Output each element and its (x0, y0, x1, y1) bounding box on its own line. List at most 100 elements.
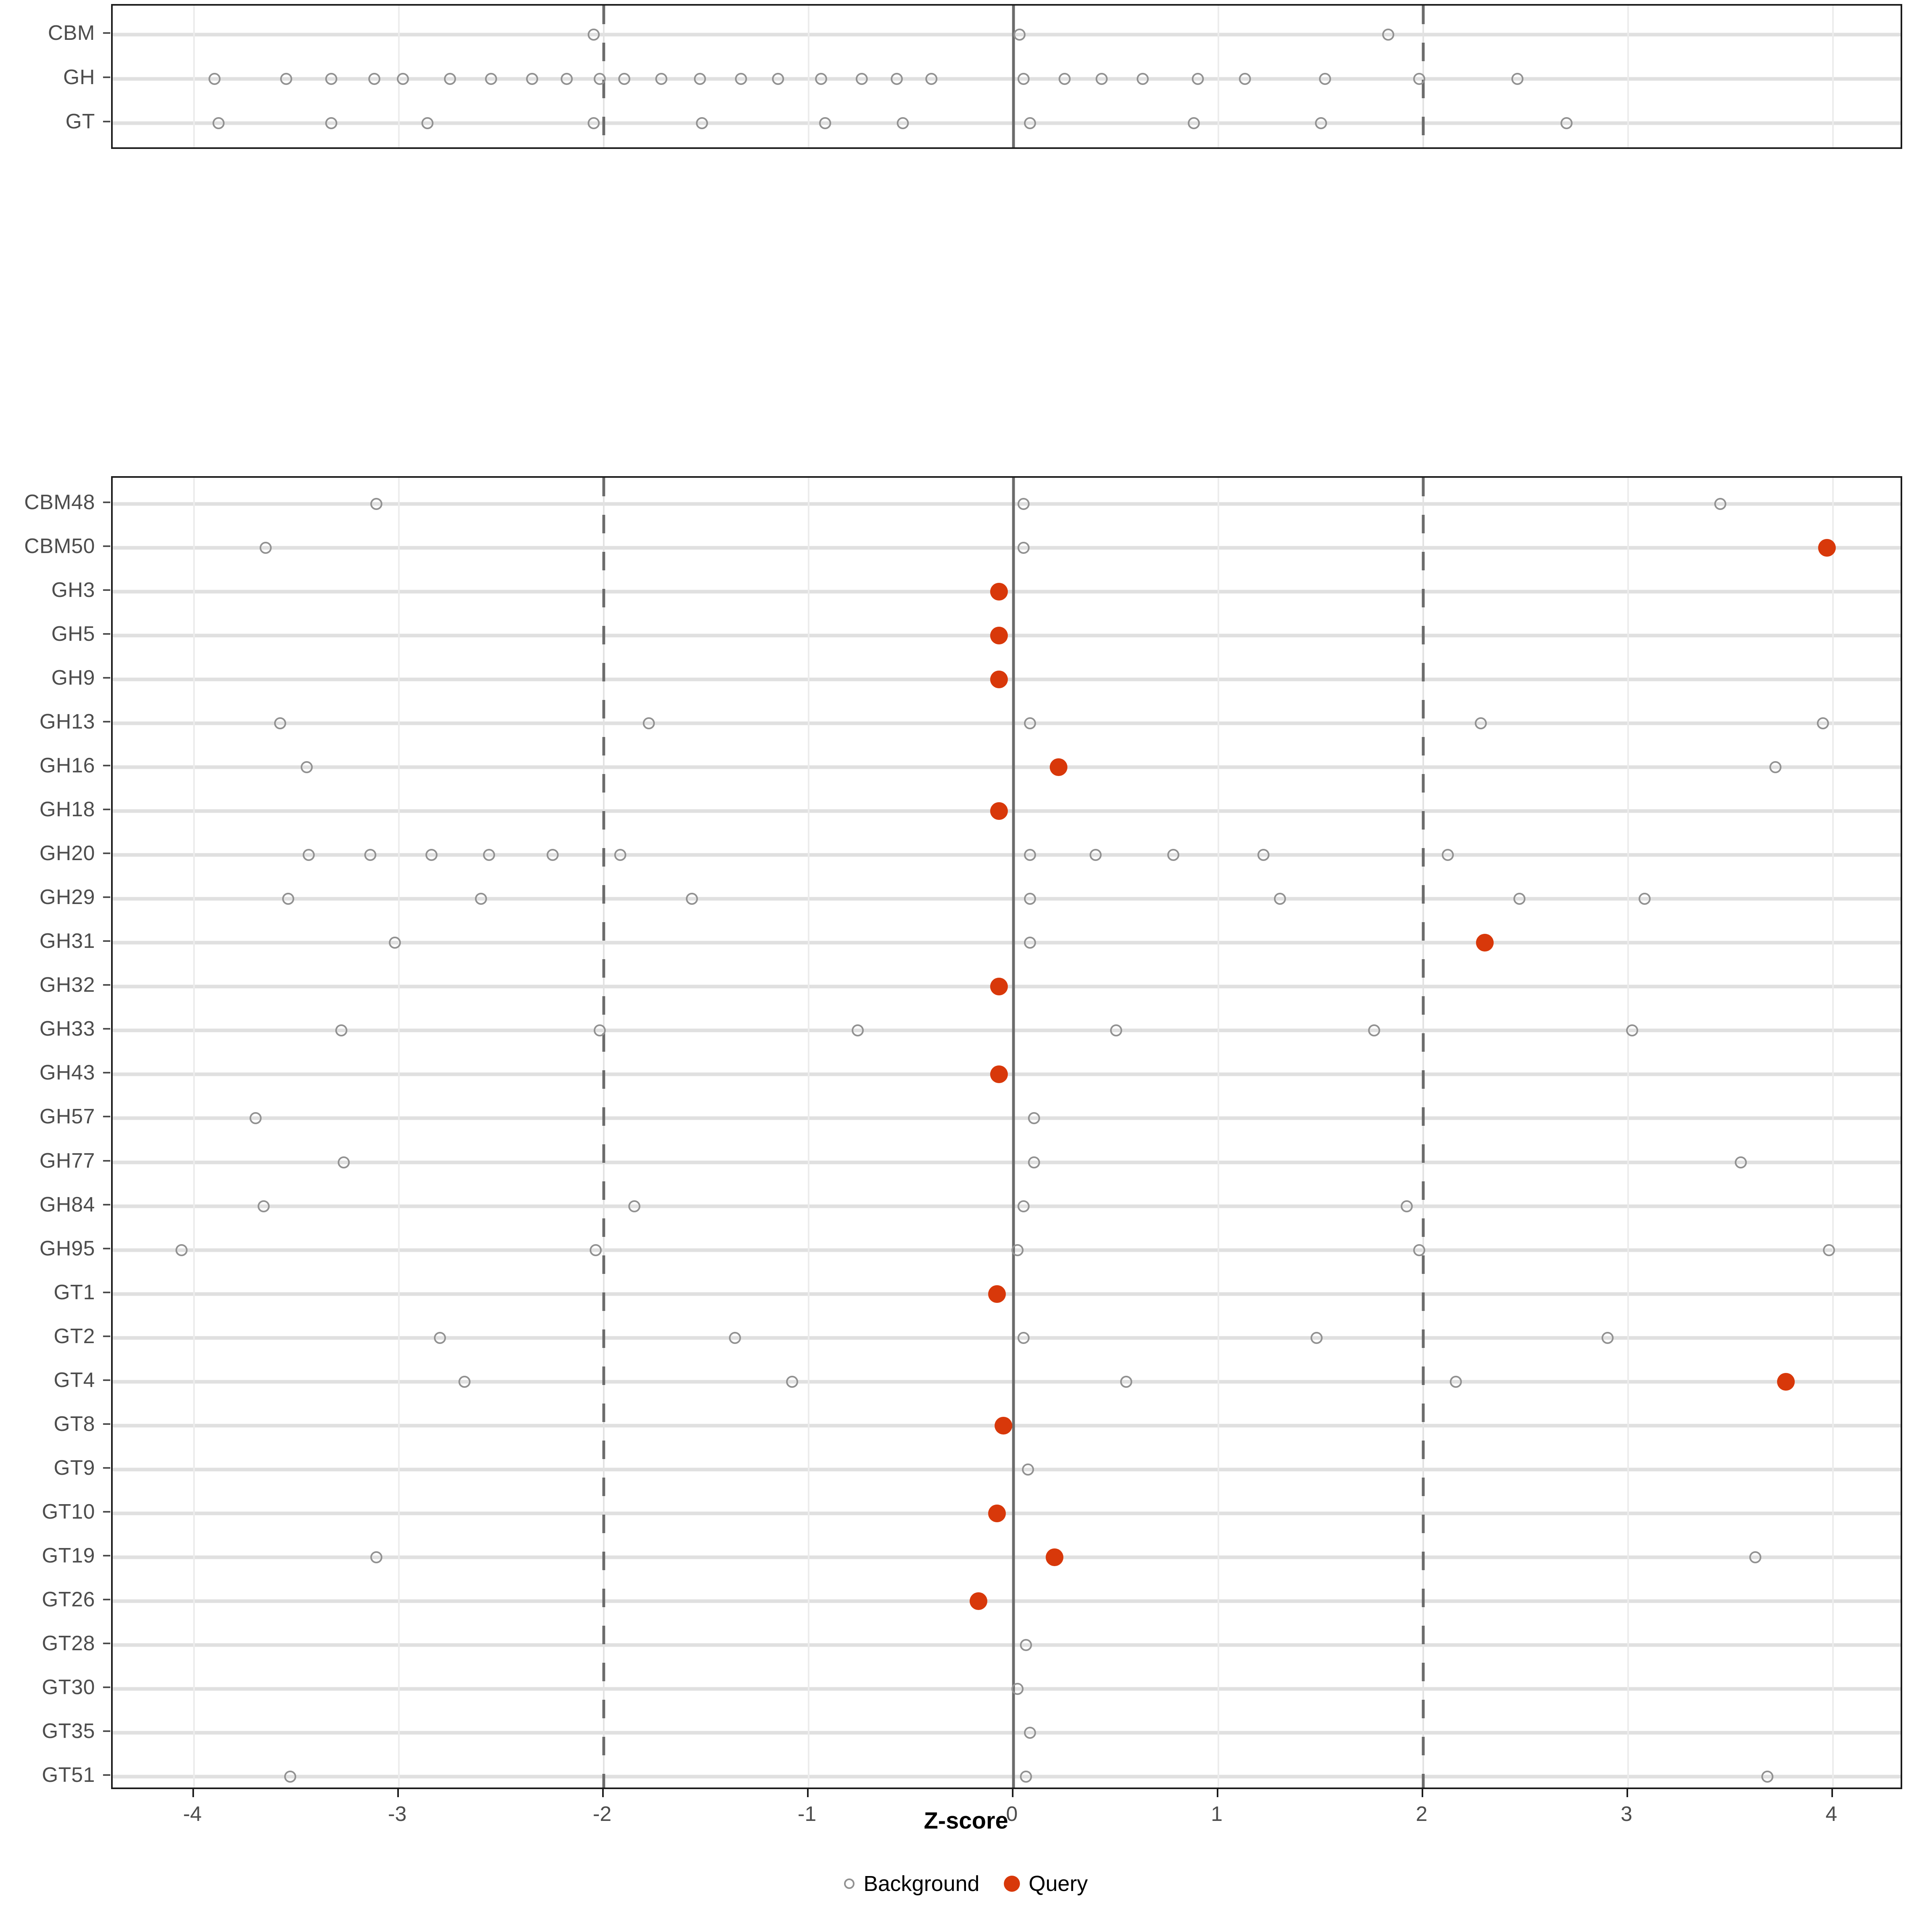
background-point[interactable] (1187, 117, 1200, 129)
legend-item-background[interactable]: Background (844, 1871, 980, 1896)
background-point[interactable] (397, 73, 409, 85)
query-point[interactable] (990, 671, 1008, 689)
query-point[interactable] (1045, 1548, 1063, 1566)
background-point[interactable] (897, 117, 909, 129)
background-point[interactable] (260, 542, 272, 554)
background-point[interactable] (890, 73, 903, 85)
query-point[interactable] (1818, 539, 1836, 557)
query-point[interactable] (970, 1592, 988, 1610)
background-point[interactable] (1018, 73, 1030, 85)
background-point[interactable] (1022, 1463, 1034, 1476)
background-point[interactable] (1059, 73, 1071, 85)
background-point[interactable] (1413, 1244, 1425, 1256)
background-point[interactable] (1769, 761, 1782, 774)
background-point[interactable] (368, 73, 380, 85)
background-point[interactable] (280, 73, 293, 85)
background-point[interactable] (618, 73, 630, 85)
background-point[interactable] (1028, 1112, 1040, 1125)
background-point[interactable] (1018, 1331, 1030, 1344)
background-point[interactable] (925, 73, 938, 85)
background-point[interactable] (1413, 73, 1425, 85)
background-point[interactable] (325, 117, 338, 129)
background-point[interactable] (1714, 498, 1727, 510)
background-point[interactable] (284, 1771, 297, 1783)
background-point[interactable] (1638, 893, 1651, 905)
background-point[interactable] (421, 117, 434, 129)
query-point[interactable] (990, 978, 1008, 996)
background-point[interactable] (1028, 1156, 1040, 1168)
background-point[interactable] (685, 893, 698, 905)
background-point[interactable] (1024, 117, 1036, 129)
background-point[interactable] (1560, 117, 1573, 129)
background-point[interactable] (1089, 849, 1102, 861)
query-point[interactable] (990, 802, 1008, 820)
background-point[interactable] (208, 73, 221, 85)
background-point[interactable] (1136, 73, 1149, 85)
background-point[interactable] (175, 1244, 188, 1256)
background-point[interactable] (546, 849, 559, 861)
background-point[interactable] (852, 1024, 864, 1037)
background-point[interactable] (1095, 73, 1108, 85)
background-point[interactable] (1013, 29, 1026, 41)
background-point[interactable] (1749, 1551, 1761, 1563)
query-point[interactable] (988, 1504, 1006, 1522)
background-point[interactable] (642, 717, 655, 730)
background-point[interactable] (1120, 1375, 1132, 1388)
background-point[interactable] (1274, 893, 1286, 905)
background-point[interactable] (1401, 1200, 1413, 1212)
background-point[interactable] (1734, 1156, 1747, 1168)
legend-item-query[interactable]: Query (1003, 1871, 1088, 1896)
query-point[interactable] (990, 1065, 1008, 1084)
background-point[interactable] (475, 893, 487, 905)
background-point[interactable] (1823, 1244, 1835, 1256)
background-point[interactable] (300, 761, 313, 774)
query-point[interactable] (990, 583, 1008, 601)
background-point[interactable] (1626, 1024, 1639, 1037)
background-point[interactable] (1602, 1331, 1614, 1344)
query-point[interactable] (1049, 758, 1067, 776)
background-point[interactable] (1020, 1639, 1032, 1651)
background-point[interactable] (274, 717, 286, 730)
background-point[interactable] (786, 1375, 799, 1388)
background-point[interactable] (1513, 893, 1526, 905)
background-point[interactable] (589, 1244, 602, 1256)
background-point[interactable] (282, 893, 295, 905)
background-point[interactable] (444, 73, 456, 85)
background-point[interactable] (1442, 849, 1454, 861)
background-point[interactable] (1816, 717, 1829, 730)
background-point[interactable] (694, 73, 706, 85)
background-point[interactable] (1192, 73, 1204, 85)
background-point[interactable] (815, 73, 827, 85)
background-point[interactable] (335, 1024, 348, 1037)
background-point[interactable] (1024, 1726, 1036, 1739)
query-point[interactable] (990, 627, 1008, 645)
background-point[interactable] (614, 849, 626, 861)
background-point[interactable] (325, 73, 338, 85)
background-point[interactable] (1018, 1200, 1030, 1212)
background-point[interactable] (1024, 937, 1036, 949)
background-point[interactable] (1024, 717, 1036, 730)
background-point[interactable] (587, 117, 600, 129)
background-point[interactable] (587, 29, 600, 41)
background-point[interactable] (735, 73, 747, 85)
background-point[interactable] (1511, 73, 1524, 85)
background-point[interactable] (1024, 849, 1036, 861)
background-point[interactable] (433, 1331, 446, 1344)
background-point[interactable] (1239, 73, 1251, 85)
background-point[interactable] (364, 849, 376, 861)
background-point[interactable] (1311, 1331, 1323, 1344)
query-point[interactable] (994, 1416, 1012, 1435)
background-point[interactable] (249, 1112, 262, 1125)
background-point[interactable] (1011, 1244, 1024, 1256)
background-point[interactable] (213, 117, 225, 129)
background-point[interactable] (593, 1024, 606, 1037)
background-point[interactable] (1018, 498, 1030, 510)
background-point[interactable] (1257, 849, 1269, 861)
background-point[interactable] (483, 849, 495, 861)
query-point[interactable] (1476, 934, 1494, 952)
background-point[interactable] (772, 73, 784, 85)
background-point[interactable] (1319, 73, 1331, 85)
background-point[interactable] (1018, 542, 1030, 554)
background-point[interactable] (370, 498, 382, 510)
background-point[interactable] (258, 1200, 270, 1212)
